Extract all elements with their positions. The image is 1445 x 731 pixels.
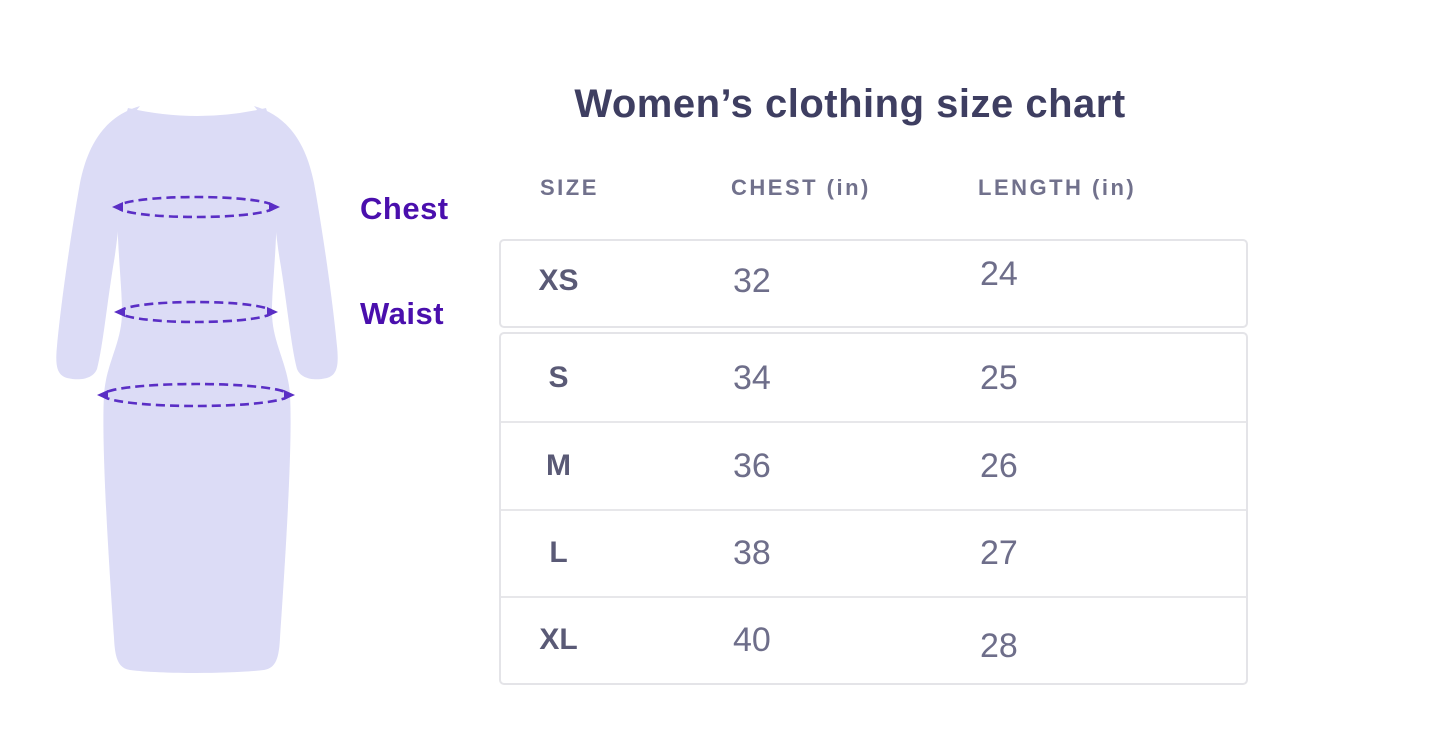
- waist-arrow-left-icon: [114, 307, 125, 317]
- table-rows-card: S 34 25 M 36 26 L 38 27 XL 40 28: [499, 332, 1248, 685]
- hip-arrow-right-icon: [284, 390, 295, 400]
- chest-cell: 38: [733, 534, 771, 573]
- length-cell: 27: [980, 534, 1018, 573]
- size-cell: L: [549, 536, 568, 570]
- column-header-chest: CHEST (in): [731, 175, 871, 200]
- dress-body-shape: [103, 108, 291, 673]
- table-row: XS 32 24: [501, 241, 1246, 326]
- chest-arrow-right-icon: [269, 202, 280, 212]
- chest-label: Chest: [360, 191, 449, 226]
- chest-arrow-left-icon: [112, 202, 123, 212]
- size-cell: XL: [539, 623, 578, 657]
- hip-arrow-left-icon: [97, 390, 108, 400]
- size-cell: S: [548, 360, 569, 394]
- table-row: M 36 26: [501, 421, 1246, 508]
- table-header-row: SIZE CHEST (in) LENGTH (in): [499, 166, 1248, 239]
- column-header-size: SIZE: [540, 175, 599, 200]
- length-cell: 26: [980, 446, 1018, 485]
- table-row: XL 40 28: [501, 595, 1246, 683]
- column-header-length: LENGTH (in): [978, 175, 1137, 200]
- size-table: SIZE CHEST (in) LENGTH (in) XS 32 24 S 3…: [499, 166, 1248, 685]
- chest-cell: 34: [733, 358, 771, 397]
- table-row-card-xs: XS 32 24: [499, 239, 1248, 328]
- chest-cell: 36: [733, 446, 771, 485]
- page-title: Women’s clothing size chart: [574, 82, 1126, 126]
- chest-cell: 40: [733, 621, 771, 660]
- size-cell: M: [546, 448, 571, 482]
- chest-cell: 32: [733, 261, 771, 300]
- length-cell: 24: [980, 254, 1018, 293]
- length-cell: 25: [980, 358, 1018, 397]
- size-cell: XS: [538, 263, 579, 297]
- waist-label: Waist: [360, 296, 445, 331]
- length-cell: 28: [980, 627, 1018, 666]
- table-row: S 34 25: [501, 334, 1246, 421]
- table-row: L 38 27: [501, 508, 1246, 596]
- dress-illustration: [56, 106, 338, 673]
- waist-arrow-right-icon: [267, 307, 278, 317]
